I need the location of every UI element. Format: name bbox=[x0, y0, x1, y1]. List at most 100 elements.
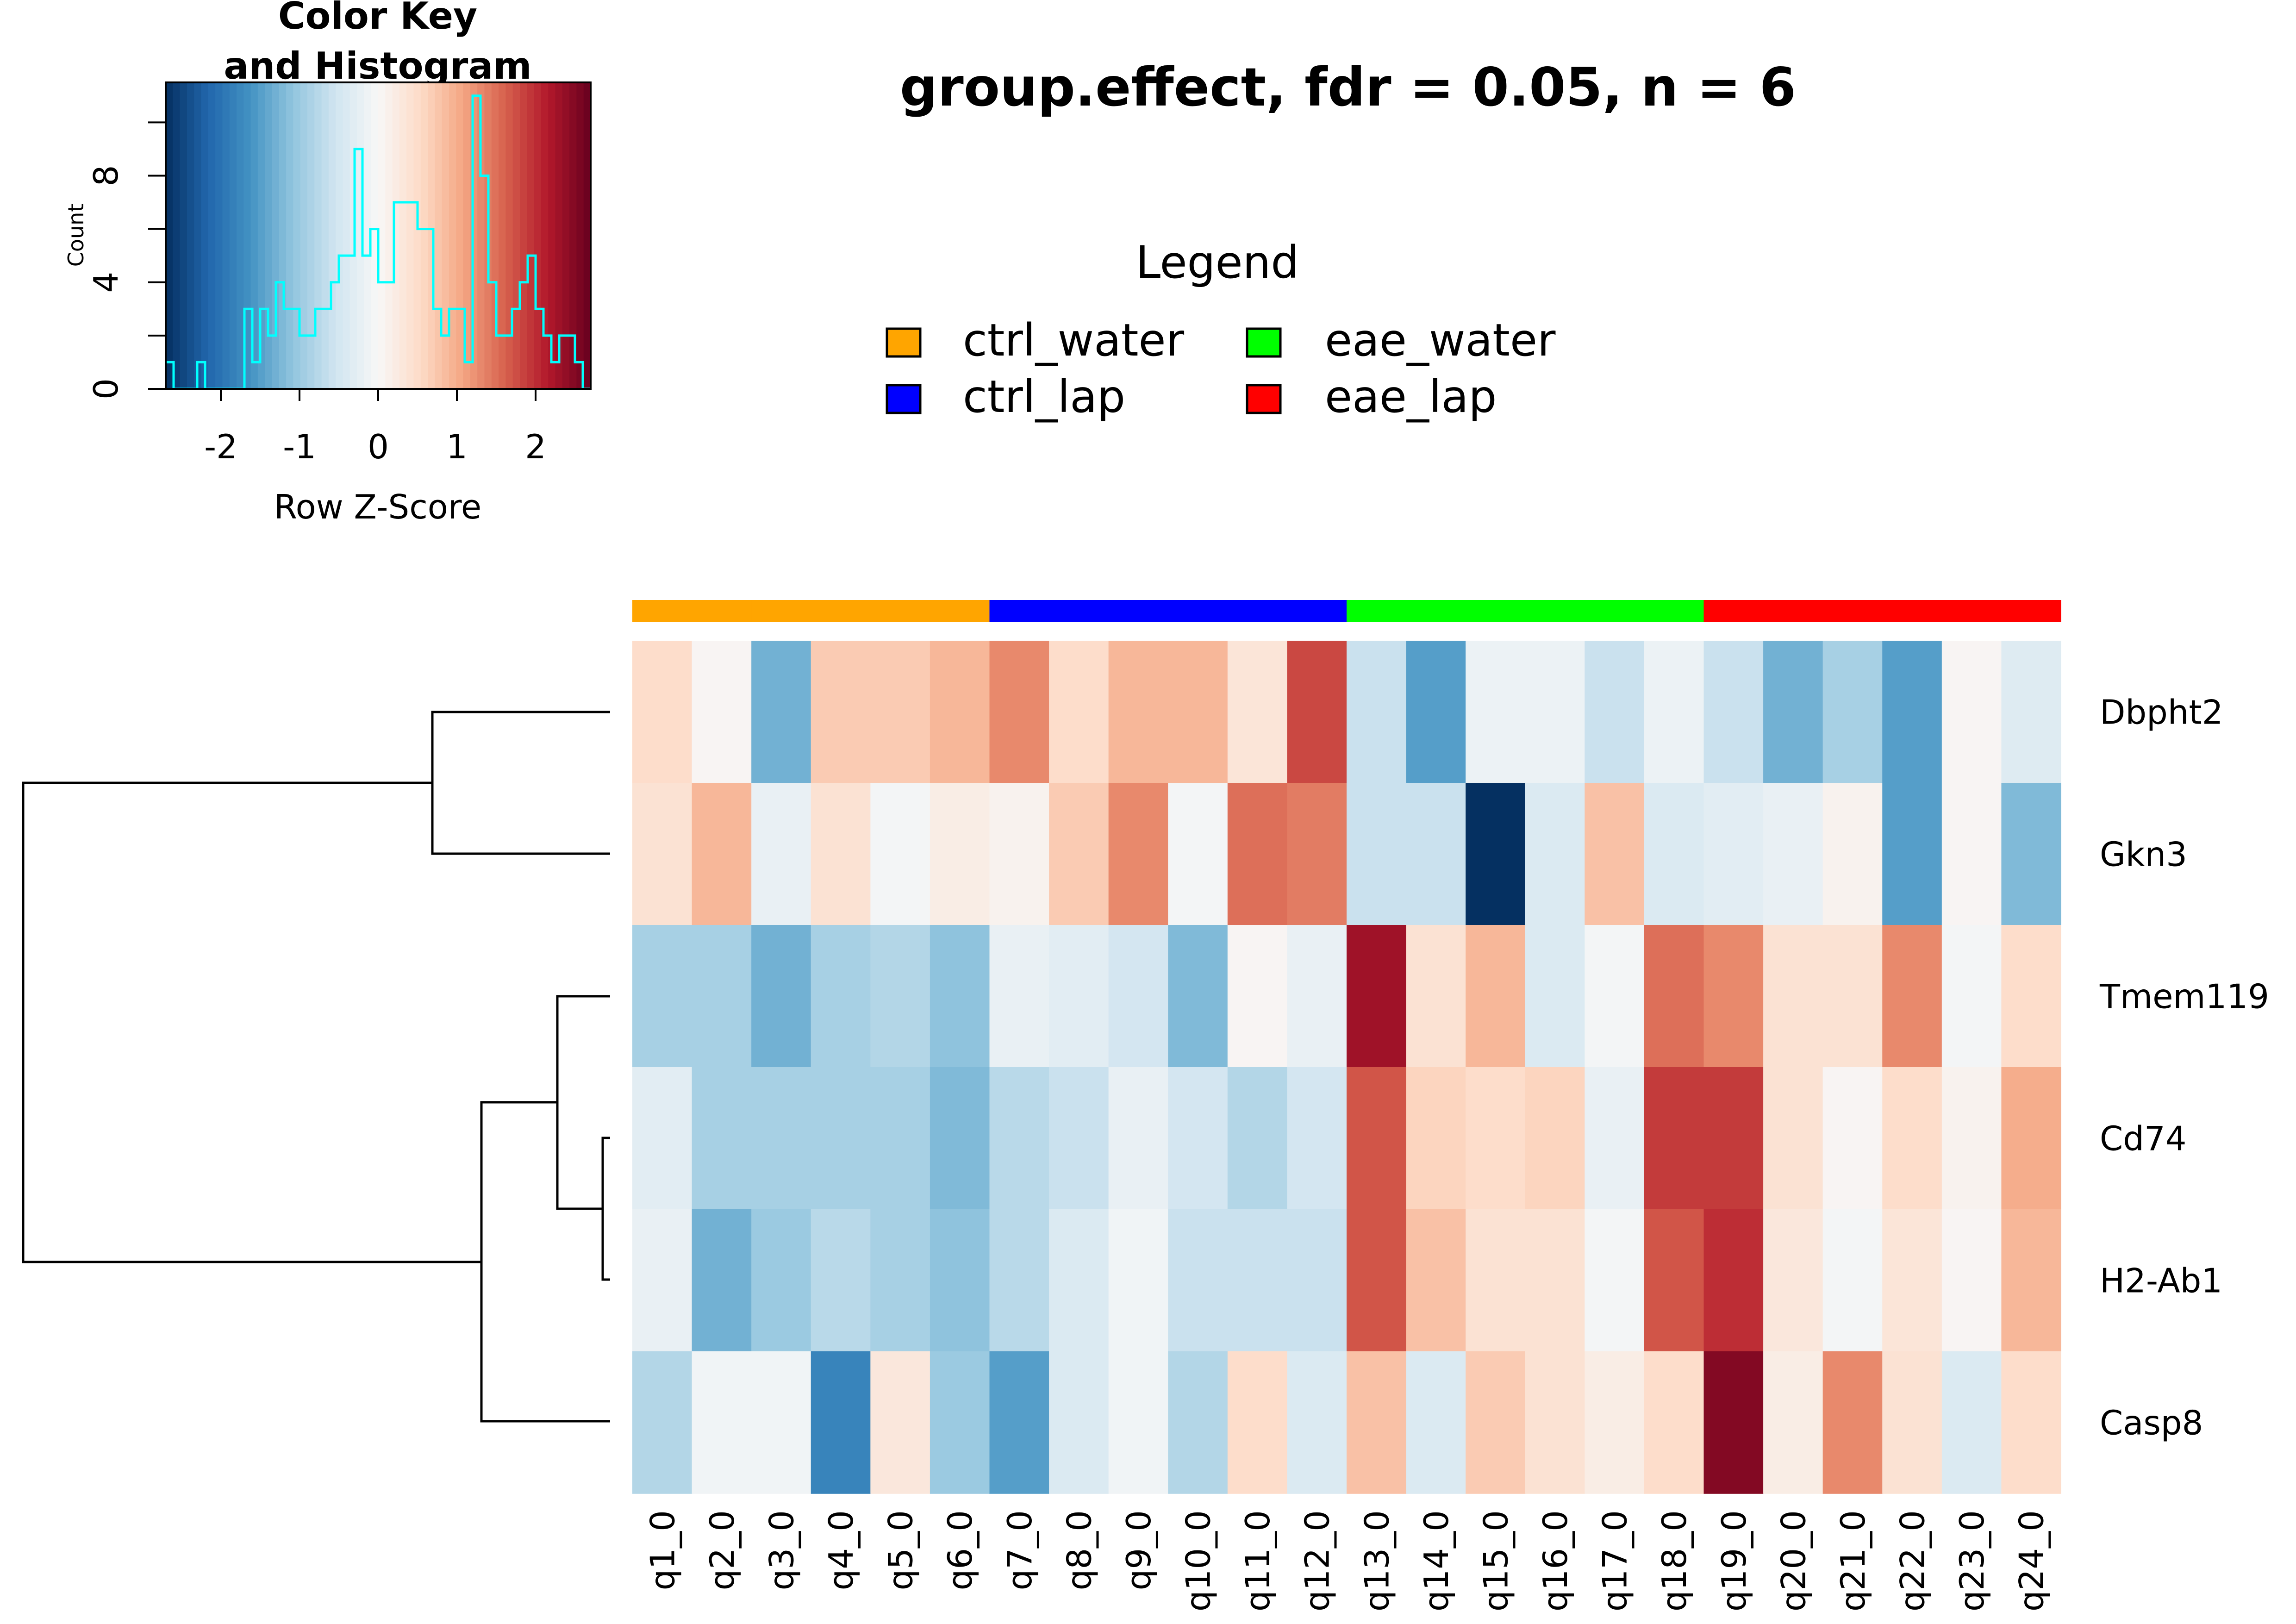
heatmap-cell bbox=[1703, 1209, 1764, 1352]
heatmap-cell bbox=[1525, 1351, 1585, 1494]
heatmap-cell bbox=[811, 641, 871, 783]
heatmap-cell bbox=[1466, 1067, 1526, 1210]
column-label: q3_0 bbox=[762, 1510, 801, 1590]
heatmap-cell bbox=[811, 1209, 871, 1352]
heatmap-cell bbox=[870, 1209, 930, 1352]
color-key-strip bbox=[343, 82, 350, 389]
color-key-strip bbox=[300, 82, 308, 389]
heatmap-cell bbox=[632, 925, 693, 1068]
heatmap-cell bbox=[1227, 783, 1288, 925]
heatmap-cell bbox=[989, 1351, 1049, 1494]
heatmap-cell bbox=[1525, 1067, 1585, 1210]
color-key-strip bbox=[378, 82, 386, 389]
group-bar-eae_lap bbox=[1882, 600, 1942, 622]
color-key-strip bbox=[385, 82, 393, 389]
heatmap-cell bbox=[1227, 925, 1288, 1068]
heatmap-cell bbox=[989, 641, 1049, 783]
heatmap-cell bbox=[751, 641, 811, 783]
heatmap-cell bbox=[1287, 783, 1347, 925]
color-key-strip bbox=[237, 82, 244, 389]
heatmap-cell bbox=[1763, 925, 1823, 1068]
color-key-strip bbox=[215, 82, 223, 389]
color-key-strip bbox=[328, 82, 336, 389]
heatmap-cell bbox=[1406, 925, 1466, 1068]
heatmap-cell bbox=[811, 1067, 871, 1210]
dendrogram-branch-casp8 bbox=[480, 1101, 610, 1423]
heatmap-cell bbox=[1168, 925, 1228, 1068]
color-key-strip bbox=[222, 82, 230, 389]
group-bar-ctrl_water bbox=[692, 600, 752, 622]
heatmap-cell bbox=[692, 641, 752, 783]
heatmap-cell bbox=[1585, 783, 1645, 925]
heatmap-cell bbox=[1227, 1067, 1288, 1210]
group-bar-eae_water bbox=[1466, 600, 1526, 622]
heatmap-cell bbox=[930, 641, 990, 783]
column-labels: q1_0 q2_0 q3_0 q4_0 q5_0 q6_0 q7_0 q8_0 q9_0 q10_… bbox=[643, 1510, 2051, 1612]
heatmap-cell bbox=[1763, 783, 1823, 925]
color-key-strip bbox=[201, 82, 209, 389]
color-key-strip bbox=[314, 82, 322, 389]
column-group-bar bbox=[632, 600, 2061, 622]
color-key-strip bbox=[505, 82, 513, 389]
heatmap-cell bbox=[930, 1067, 990, 1210]
color-key-xtick-label: 1 bbox=[446, 427, 468, 466]
color-key-strip bbox=[583, 82, 591, 389]
color-key-xtick-label: 0 bbox=[368, 427, 389, 466]
group-bar-ctrl_lap bbox=[1108, 600, 1169, 622]
column-label: q13_0 bbox=[1357, 1510, 1396, 1612]
heatmap-cell bbox=[1941, 783, 2002, 925]
heatmap-cell bbox=[930, 1209, 990, 1352]
heatmap-cell bbox=[1763, 1067, 1823, 1210]
heatmap-cell bbox=[1822, 1209, 1883, 1352]
heatmap-cell bbox=[870, 783, 930, 925]
group-bar-eae_water bbox=[1406, 600, 1466, 622]
heatmap-cell bbox=[632, 1351, 693, 1494]
legend-label-eae-lap: eae_lap bbox=[1325, 371, 1497, 423]
heatmap-cell bbox=[1108, 925, 1169, 1068]
heatmap-cell bbox=[632, 1209, 693, 1352]
heatmap-cell bbox=[1049, 1209, 1109, 1352]
color-key-strip bbox=[194, 82, 202, 389]
heatmap-cell bbox=[1108, 1209, 1169, 1352]
column-label: q7_0 bbox=[1000, 1510, 1039, 1590]
column-label: q20_0 bbox=[1774, 1510, 1813, 1612]
heatmap-cell bbox=[2001, 925, 2061, 1068]
chart-title: group.effect, fdr = 0.05, n = 6 bbox=[900, 56, 1796, 118]
heatmap-cell bbox=[692, 925, 752, 1068]
color-key-strip bbox=[406, 82, 414, 389]
color-key-strip bbox=[562, 82, 570, 389]
color-key-strip bbox=[548, 82, 556, 389]
group-bar-eae_water bbox=[1347, 600, 1407, 622]
color-key-strip bbox=[534, 82, 542, 389]
heatmap-cell bbox=[1585, 1209, 1645, 1352]
heatmap-cell bbox=[1644, 783, 1704, 925]
heatmap-cell bbox=[632, 1067, 693, 1210]
heatmap-cell bbox=[811, 925, 871, 1068]
heatmap-cell bbox=[2001, 1351, 2061, 1494]
color-key-strip bbox=[499, 82, 506, 389]
color-key-strip bbox=[279, 82, 287, 389]
column-label: q1_0 bbox=[643, 1510, 682, 1590]
color-key-strip bbox=[392, 82, 400, 389]
heatmap-cell bbox=[1406, 783, 1466, 925]
heatmap-cell bbox=[1466, 925, 1526, 1068]
color-key-ytick-label: 0 bbox=[87, 378, 125, 400]
group-bar-eae_water bbox=[1585, 600, 1645, 622]
color-key-xtick-label: -2 bbox=[204, 427, 237, 466]
legend-label-ctrl-water: ctrl_water bbox=[963, 314, 1185, 366]
heatmap-cell bbox=[1049, 641, 1109, 783]
heatmap-cell bbox=[1941, 1351, 2002, 1494]
column-label: q8_0 bbox=[1060, 1510, 1098, 1590]
group-bar-ctrl_water bbox=[870, 600, 930, 622]
column-label: q23_0 bbox=[1953, 1510, 1991, 1612]
column-label: q12_0 bbox=[1298, 1510, 1337, 1612]
heatmap-cell bbox=[1644, 1067, 1704, 1210]
color-key-strip bbox=[428, 82, 436, 389]
legend-swatch-ctrl-lap bbox=[886, 384, 922, 414]
heatmap-cell bbox=[1227, 1209, 1288, 1352]
heatmap-cell bbox=[1287, 925, 1347, 1068]
color-key-title-line1: Color Key bbox=[278, 0, 477, 37]
row-label: Tmem119 bbox=[2099, 977, 2269, 1016]
heatmap-cell bbox=[930, 1351, 990, 1494]
color-key-title-line2: and Histogram bbox=[224, 44, 531, 87]
